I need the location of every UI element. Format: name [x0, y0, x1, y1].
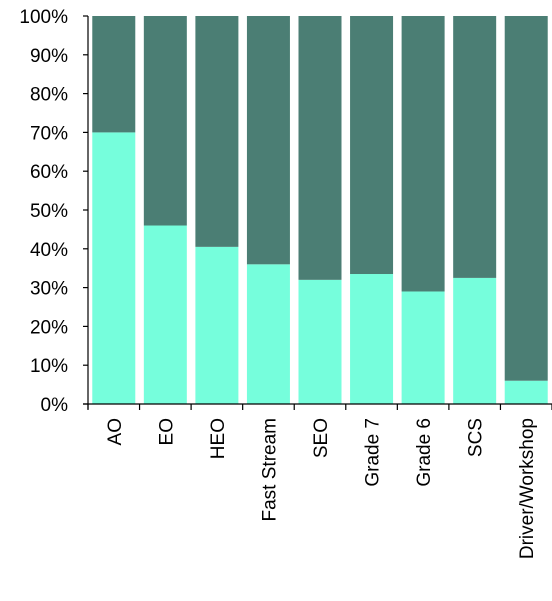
x-category-label: Driver/Workshop [517, 418, 538, 559]
bar-segment-upper-5 [350, 16, 394, 275]
y-tick-label: 80% [30, 85, 68, 106]
bar-segment-lower-7 [453, 277, 497, 404]
y-tick-label: 90% [30, 46, 68, 67]
bar-segment-upper-1 [143, 16, 187, 226]
bar-segment-upper-8 [504, 16, 548, 381]
y-tick-label: 60% [30, 162, 68, 183]
bar-segment-upper-0 [92, 16, 136, 133]
x-category-labels: AO EO HEO Fast Stream SEO Grade 7 Grade 6 SCS Dr… [105, 418, 538, 559]
x-category-label: EO [156, 418, 177, 445]
bar-segment-upper-4 [298, 16, 342, 280]
bar-segment-upper-6 [401, 16, 445, 292]
y-tick-label: 20% [30, 317, 68, 338]
y-tick-label: 30% [30, 279, 68, 300]
y-tick-label: 40% [30, 240, 68, 261]
bar-segment-upper-7 [453, 16, 497, 278]
x-category-label: Grade 6 [414, 418, 435, 487]
x-category-label: Grade 7 [363, 418, 384, 487]
y-tick-label: 50% [30, 201, 68, 222]
x-category-label: SEO [311, 418, 332, 458]
bar-segment-lower-2 [195, 246, 239, 404]
y-tick-label: 10% [30, 356, 68, 377]
x-category-label: SCS [466, 418, 487, 457]
bar-segment-lower-1 [143, 225, 187, 404]
x-category-label: Fast Stream [259, 418, 280, 521]
y-tick-label: 70% [30, 123, 68, 144]
y-tick-label: 0% [41, 395, 69, 416]
bar-segment-upper-3 [246, 16, 290, 265]
y-tick-labels: 0% 10% 20% 30% 40% 50% 60% 70% 80% 90% 100% [19, 7, 68, 416]
bars-group [92, 16, 548, 404]
bar-segment-lower-6 [401, 291, 445, 404]
bar-segment-lower-5 [350, 274, 394, 404]
x-category-label: HEO [208, 418, 229, 459]
x-category-label: AO [105, 418, 126, 445]
bar-segment-lower-3 [246, 264, 290, 404]
bar-segment-lower-0 [92, 132, 136, 404]
axes-group [83, 15, 552, 410]
bar-segment-lower-8 [504, 380, 548, 404]
y-tick-label: 100% [19, 7, 68, 28]
bar-segment-upper-2 [195, 16, 239, 247]
bar-segment-lower-4 [298, 279, 342, 404]
